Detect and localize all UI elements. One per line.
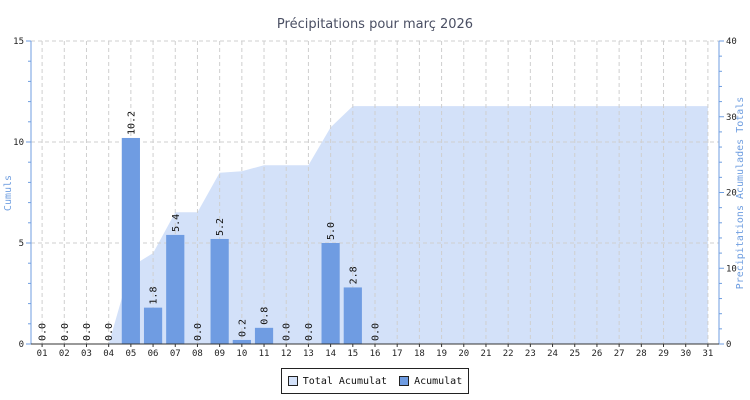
x-tick-label: 14	[325, 349, 336, 359]
bar-data-label: 0.2	[237, 319, 248, 337]
y-axis-right-title: Precipitations Acumulades Totals	[735, 97, 746, 290]
y-tick-label-right: 40	[726, 37, 737, 47]
bar-data-label: 10.2	[126, 111, 137, 135]
x-tick-label: 01	[37, 349, 48, 359]
legend-label-daily: Acumulat	[414, 375, 463, 387]
y-axis-left-title: Cumuls	[3, 175, 14, 211]
legend-swatch-total	[287, 376, 298, 386]
x-tick-label: 13	[303, 349, 314, 359]
y-tick-label-left: 0	[19, 340, 24, 350]
x-tick-label: 17	[392, 349, 403, 359]
bar-data-label: 0.0	[193, 323, 204, 341]
x-tick-label: 11	[259, 349, 270, 359]
x-tick-label: 22	[503, 349, 514, 359]
x-tick-label: 05	[125, 349, 136, 359]
x-tick-label: 21	[481, 349, 492, 359]
bar-acumulat	[232, 339, 251, 344]
bar-data-label: 0.0	[371, 323, 382, 341]
x-tick-label: 10	[236, 349, 247, 359]
bar-acumulat	[210, 238, 229, 344]
bar-acumulat	[143, 307, 163, 344]
bar-data-label: 2.8	[348, 266, 359, 284]
bar-data-label: 0.0	[282, 323, 293, 341]
x-tick-label: 09	[214, 349, 225, 359]
bar-data-label: 1.8	[149, 287, 160, 305]
bar-acumulat	[121, 137, 140, 344]
x-tick-label: 24	[547, 349, 558, 359]
x-tick-label: 16	[370, 349, 381, 359]
bar-data-label: 5.4	[171, 214, 182, 232]
x-tick-label: 12	[281, 349, 292, 359]
bar-data-label: 0.8	[260, 307, 271, 325]
x-tick-label: 28	[636, 349, 647, 359]
x-tick-label: 04	[103, 349, 114, 359]
y-tick-label-right: 0	[726, 340, 731, 350]
bar-data-label: 0.0	[82, 323, 93, 341]
y-tick-label-left: 5	[19, 239, 24, 249]
x-tick-label: 26	[592, 349, 603, 359]
bar-data-label: 0.0	[38, 323, 49, 341]
bar-data-label: 5.2	[215, 218, 226, 236]
x-tick-label: 03	[81, 349, 92, 359]
bar-acumulat	[321, 243, 340, 344]
bar-data-label: 5.0	[326, 222, 337, 240]
bar-data-label: 0.0	[60, 323, 71, 341]
x-tick-label: 15	[347, 349, 358, 359]
bar-acumulat	[343, 287, 362, 344]
bar-data-label: 0.0	[104, 323, 115, 341]
x-tick-label: 20	[458, 349, 469, 359]
x-tick-label: 27	[614, 349, 625, 359]
x-tick-label: 08	[192, 349, 203, 359]
bar-acumulat	[254, 327, 274, 344]
x-tick-label: 31	[702, 349, 713, 359]
plot-area: 0.0 0.0 0.0 0.0 10.2 1.8 5.4 0.0 5.2 0.2 0.8 0.0 0.0…	[13, 37, 737, 359]
legend-label-total: Total Acumulat	[302, 375, 388, 387]
x-tick-label: 07	[170, 349, 181, 359]
bar-data-label: 0.0	[304, 323, 315, 341]
legend: Total Acumulat Acumulat	[281, 368, 469, 394]
x-tick-label: 25	[569, 349, 580, 359]
x-tick-label: 29	[658, 349, 669, 359]
x-tick-label: 06	[148, 349, 159, 359]
y-tick-label-left: 10	[13, 138, 24, 148]
chart-title: Précipitations pour març 2026	[277, 17, 473, 32]
x-tick-label: 30	[680, 349, 691, 359]
legend-item-total[interactable]: Total Acumulat	[287, 375, 388, 387]
legend-swatch-daily	[399, 376, 410, 386]
legend-item-daily[interactable]: Acumulat	[399, 376, 462, 387]
series-area-total-acumulat	[31, 106, 708, 344]
y-tick-label-right: 10	[726, 264, 737, 274]
x-tick-label: 02	[59, 349, 70, 359]
bar-acumulat	[166, 234, 185, 344]
x-tick-label: 19	[436, 349, 447, 359]
y-tick-label-right: 30	[726, 113, 737, 123]
y-tick-label-left: 15	[13, 37, 24, 47]
x-tick-label: 18	[414, 349, 425, 359]
x-tick-label: 23	[525, 349, 536, 359]
y-tick-label-right: 20	[726, 189, 737, 199]
